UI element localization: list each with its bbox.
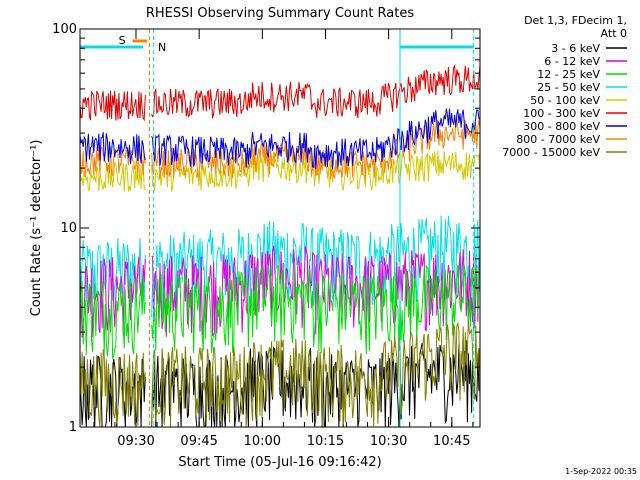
legend-entry-label: 12 - 25 keV <box>537 68 600 81</box>
y-tick-label: 10 <box>60 221 77 236</box>
y-axis-ticks: 1 10 100 <box>52 22 480 435</box>
x-tick-label: 10:30 <box>370 434 407 449</box>
chart-title: RHESSI Observing Summary Count Rates <box>146 6 415 21</box>
y-tick-label: 1 <box>69 420 77 435</box>
x-tick-label: 09:45 <box>180 434 217 449</box>
legend-entry-label: 100 - 300 keV <box>523 107 600 120</box>
legend-entry-label: 800 - 7000 keV <box>516 133 600 146</box>
legend-entry-label: 300 - 800 keV <box>523 120 600 133</box>
x-tick-label: 10:45 <box>433 434 470 449</box>
y-axis-label: Count Rate (s⁻¹ detector⁻¹) <box>29 140 44 317</box>
series-line <box>79 108 481 170</box>
series-line <box>79 64 481 122</box>
timestamp: 1-Sep-2022 00:35 <box>565 467 637 476</box>
legend-header-line-2: Att 0 <box>601 27 627 40</box>
x-tick-label: 10:15 <box>307 434 344 449</box>
flag-label-n: N <box>158 41 166 54</box>
x-tick-label: 09:30 <box>117 434 154 449</box>
data-layer: SN <box>79 29 481 428</box>
x-axis-ticks: 09:30 09:45 10:00 10:15 10:30 10:45 <box>93 29 474 449</box>
legend-entry-label: 3 - 6 keV <box>551 42 600 55</box>
legend-header-line-1: Det 1,3, FDecim 1, <box>524 14 627 27</box>
y-tick-label: 100 <box>52 22 77 37</box>
x-axis-label: Start Time (05-Jul-16 09:16:42) <box>178 455 381 470</box>
flag-label-s: S <box>119 34 126 47</box>
legend-entry-label: 7000 - 15000 keV <box>502 146 600 159</box>
series-line <box>79 320 481 428</box>
series-line <box>79 215 481 318</box>
legend-entry-label: 6 - 12 keV <box>544 55 600 68</box>
series-line <box>79 264 481 360</box>
legend-entry-label: 25 - 50 keV <box>537 81 600 94</box>
x-tick-label: 10:00 <box>244 434 281 449</box>
legend-entry-label: 50 - 100 keV <box>530 94 600 107</box>
